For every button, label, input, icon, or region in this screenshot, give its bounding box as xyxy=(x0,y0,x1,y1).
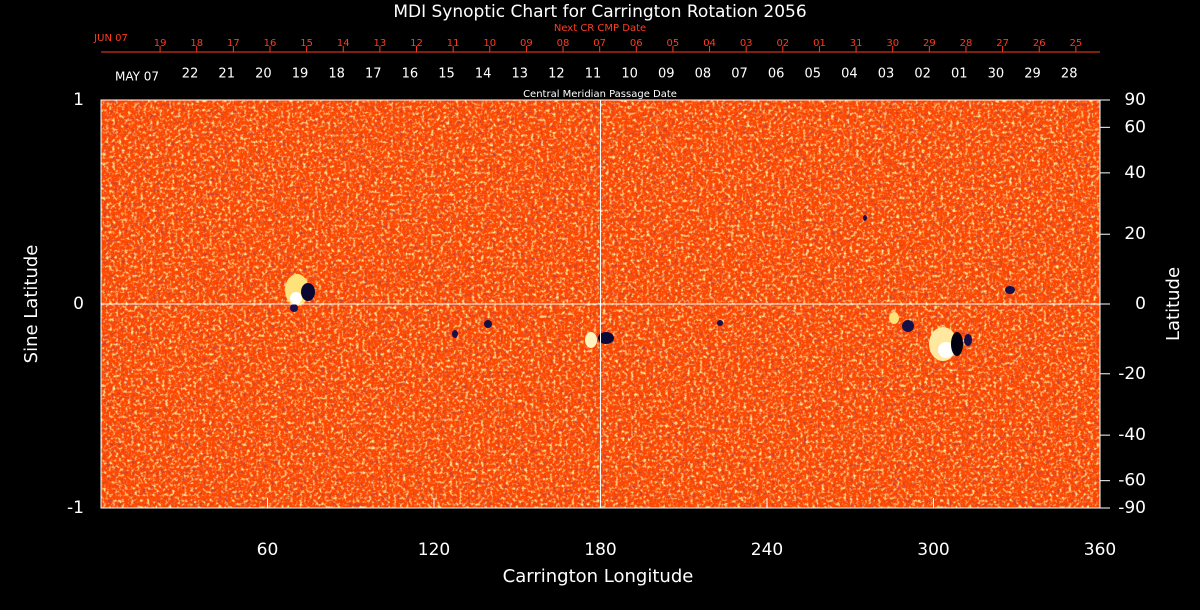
top-axis-label: 29 xyxy=(923,38,936,49)
y2-tick-label: -20 xyxy=(1118,364,1146,384)
top-axis-label: 03 xyxy=(878,67,895,82)
y2-tick-label: 40 xyxy=(1124,163,1146,183)
top-axis-label: 08 xyxy=(695,67,712,82)
x-tick-label: 240 xyxy=(751,540,783,560)
top-axis-label: 05 xyxy=(805,67,822,82)
y-tick-label: -1 xyxy=(67,498,84,518)
x-axis-label: Carrington Longitude xyxy=(503,566,694,587)
y2-tick-label: 0 xyxy=(1135,294,1146,314)
top-axis-label: 11 xyxy=(585,67,602,82)
y2-tick-label: -40 xyxy=(1118,425,1146,445)
top-axis-label: 17 xyxy=(227,38,240,49)
top-axis-label: 12 xyxy=(548,67,565,82)
top-axis-label: 21 xyxy=(218,67,235,82)
y-tick-label: 0 xyxy=(73,294,84,314)
top-axis-label: 20 xyxy=(255,67,272,82)
x-tick-label: 300 xyxy=(917,540,949,560)
top-axis-label: 15 xyxy=(438,67,455,82)
top-axis-label: 10 xyxy=(621,67,638,82)
x-tick-label: 120 xyxy=(418,540,450,560)
top-axis-label: 31 xyxy=(850,38,863,49)
top-axis-label: 16 xyxy=(264,38,277,49)
x-tick-label: 60 xyxy=(257,540,279,560)
top-axis-label: 06 xyxy=(768,67,785,82)
top-axis-label: 07 xyxy=(593,38,606,49)
top-axis-label: 28 xyxy=(1061,67,1078,82)
top-axis-label: 28 xyxy=(960,38,973,49)
top-axis-label: 30 xyxy=(988,67,1005,82)
y2-tick-label: -90 xyxy=(1118,498,1146,518)
y-axis-label: Sine Latitude xyxy=(21,245,42,364)
top-axis-label: 11 xyxy=(447,38,460,49)
top-axis-label: 19 xyxy=(292,67,309,82)
top-axis-label: 08 xyxy=(557,38,570,49)
top-axis-label: 04 xyxy=(841,67,858,82)
top-axis-start-label: MAY 07 xyxy=(115,70,159,84)
top-axis-label: 14 xyxy=(475,67,492,82)
top-axis-label: 29 xyxy=(1024,67,1041,82)
top-axis-label: 10 xyxy=(483,38,496,49)
y2-tick-label: 20 xyxy=(1124,224,1146,244)
y-tick-label: 1 xyxy=(73,90,84,110)
top-axis-label: 16 xyxy=(402,67,419,82)
top-axis-label: 04 xyxy=(703,38,716,49)
top-axis-label: 14 xyxy=(337,38,350,49)
top-axis-label: 17 xyxy=(365,67,382,82)
y2-axis-label: Latitude xyxy=(1163,267,1184,341)
chart-title: MDI Synoptic Chart for Carrington Rotati… xyxy=(393,2,806,22)
top-axis-label: 30 xyxy=(886,38,899,49)
top-axis-label: 12 xyxy=(410,38,423,49)
y2-tick-label: 90 xyxy=(1124,90,1146,110)
top-axis-label: 02 xyxy=(914,67,931,82)
top-axis-label: 01 xyxy=(813,38,826,49)
top-axis-title: Central Meridian Passage Date xyxy=(523,89,677,100)
top-axis-label: 25 xyxy=(1069,38,1082,49)
top-axis-label: 19 xyxy=(154,38,167,49)
top-axis-label: 18 xyxy=(328,67,345,82)
active-regions xyxy=(285,215,1015,361)
top-axis-label: 13 xyxy=(374,38,387,49)
top-axis-label: 02 xyxy=(776,38,789,49)
top-axis-label: 18 xyxy=(190,38,203,49)
top-axis-label: 07 xyxy=(731,67,748,82)
top-axis-title: Next CR CMP Date xyxy=(554,23,646,34)
top-axis-label: 06 xyxy=(630,38,643,49)
top-axis-start-label: JUN 07 xyxy=(93,33,128,44)
top-axis-label: 13 xyxy=(511,67,528,82)
top-axis-label: 09 xyxy=(658,67,675,82)
top-axis-label: 03 xyxy=(740,38,753,49)
top-axis-label: 27 xyxy=(996,38,1009,49)
x-tick-label: 360 xyxy=(1084,540,1116,560)
top-axis-label: 01 xyxy=(951,67,968,82)
x-tick-label: 180 xyxy=(584,540,616,560)
top-axis-label: 05 xyxy=(667,38,680,49)
top-axis-label: 09 xyxy=(520,38,533,49)
y2-tick-label: 60 xyxy=(1124,117,1146,137)
top-axis-label: 22 xyxy=(182,67,199,82)
top-axis-label: 26 xyxy=(1033,38,1046,49)
y2-tick-label: -60 xyxy=(1118,471,1146,491)
top-axis-label: 15 xyxy=(300,38,313,49)
